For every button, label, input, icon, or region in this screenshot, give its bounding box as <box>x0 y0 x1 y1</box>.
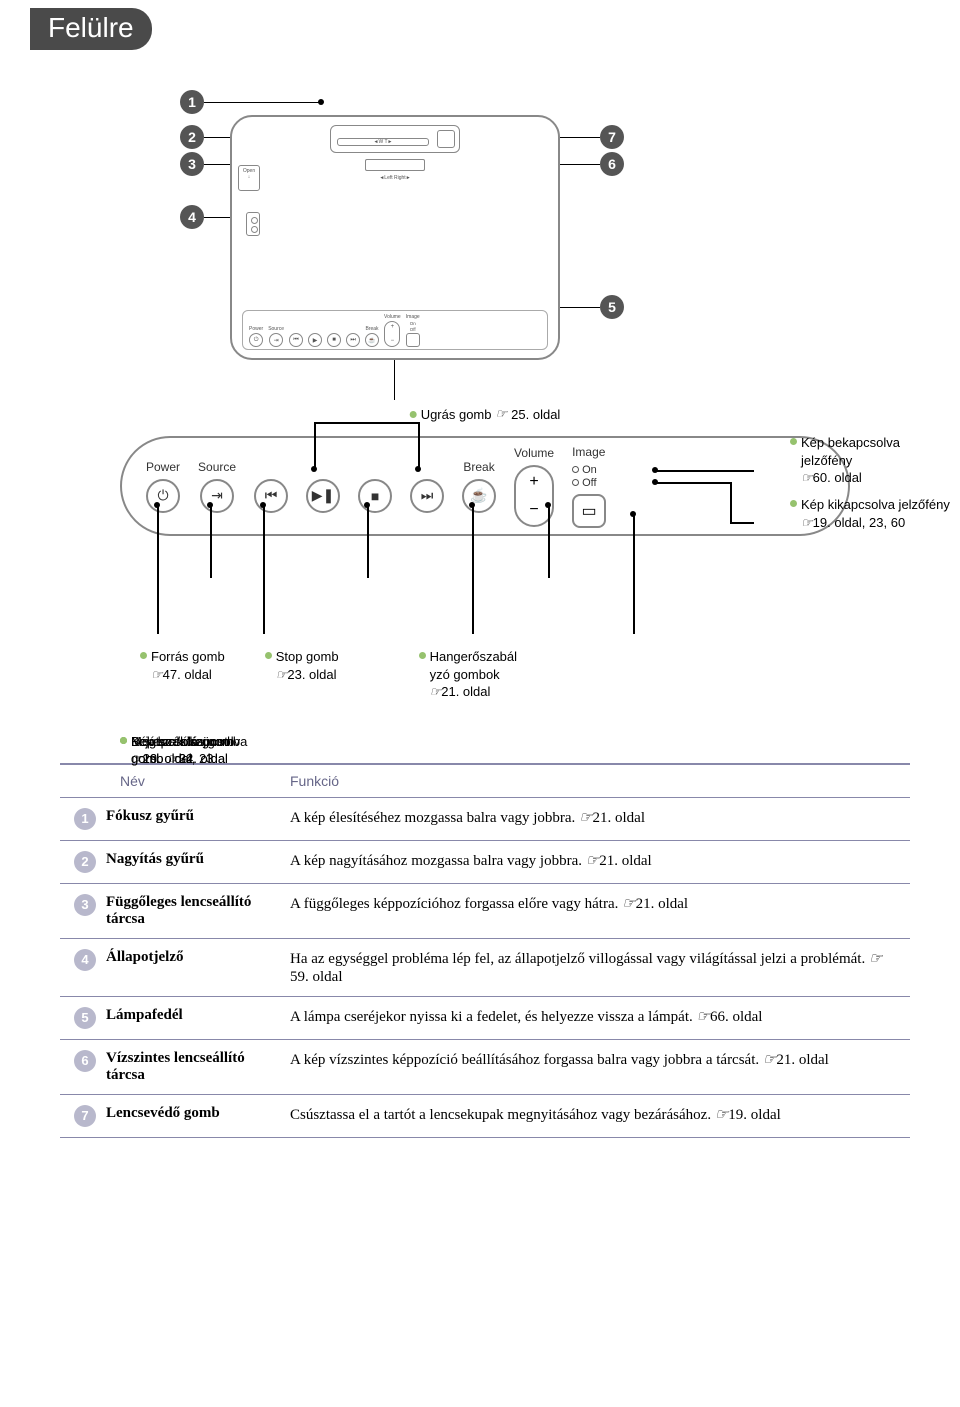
part-func: Csúsztassa el a tartót a lencsekupak meg… <box>290 1107 781 1123</box>
source-button[interactable]: ⇥ <box>200 479 234 513</box>
marker-2: 2 <box>180 125 204 149</box>
lr-label: ◄Left Right► <box>379 175 410 181</box>
marker-6: 6 <box>600 152 624 176</box>
row-num: 4 <box>74 949 96 971</box>
row-num: 3 <box>74 894 96 916</box>
table-row: 2 Nagyítás gyűrű A kép nagyításához mozgas… <box>60 840 910 883</box>
image-col: Image On Off ▭ <box>572 445 606 528</box>
callout-source: Forrás gomb☞47. oldal <box>140 648 225 701</box>
hshift-dial <box>365 159 425 171</box>
part-name: Vízszintes lencseállító tárcsa <box>106 1050 270 1084</box>
prev-button[interactable]: ⏮ <box>254 479 288 513</box>
table-row: 5 Lámpafedél A lámpa cseréjekor nyissa ki … <box>60 996 910 1039</box>
th-func: Funkció <box>280 764 910 798</box>
part-func: Ha az egységgel probléma lép fel, az áll… <box>290 951 882 985</box>
next-button[interactable]: ⏭ <box>410 479 444 513</box>
marker-4: 4 <box>180 205 204 229</box>
callout-image-on: Kép bekapcsolva jelzőfény☞60. oldal <box>790 434 950 487</box>
part-func: A kép élesítéséhez mozgassa balra vagy j… <box>290 810 645 826</box>
part-name: Lencsevédő gomb <box>106 1105 220 1122</box>
part-func: A kép vízszintes képpozíció beállításáho… <box>290 1052 829 1068</box>
source-col: Source ⇥ <box>198 460 236 513</box>
image-button[interactable]: ▭ <box>572 494 606 528</box>
table-row: 1 Fókusz gyűrű A kép élesítéséhez mozgassa… <box>60 797 910 840</box>
row-num: 1 <box>74 808 96 830</box>
play-pause-button[interactable]: ▶❚ <box>306 479 340 513</box>
table-row: 6 Vízszintes lencseállító tárcsa A kép víz… <box>60 1039 910 1094</box>
lens-cover-knob <box>437 130 455 148</box>
power-col: Power ⏻ <box>146 460 180 513</box>
mid-row: Forrás gomb☞47. oldal Stop gomb☞23. olda… <box>60 648 910 701</box>
row-num: 6 <box>74 1050 96 1072</box>
vshift-dial: Open↓ <box>238 165 260 191</box>
row-num: 7 <box>74 1105 96 1127</box>
image-on-led <box>572 466 579 473</box>
device-outline: ◄W T► ◄Left Right► Open↓ Power⏻ Source⇥ … <box>230 115 560 360</box>
callout-image-off: Kép kikapcsolva jelzőfény☞19. oldal, 23,… <box>790 496 950 531</box>
control-panel-detail: Ugrás gomb ☞25. oldal Power ⏻ Source ⇥ ⏮… <box>60 406 910 636</box>
part-name: Fókusz gyűrű <box>106 808 194 825</box>
break-button[interactable]: ☕ <box>462 479 496 513</box>
callout-image-btn: Kép be-/kikapcsolvagomb ☞32. oldal <box>120 733 247 768</box>
marker-7: 7 <box>600 125 624 149</box>
marker-5: 5 <box>600 295 624 319</box>
break-col: Break ☕ <box>462 460 496 513</box>
callout-stop: Stop gomb☞23. oldal <box>265 648 339 701</box>
parts-table: Név Funkció 1 Fókusz gyűrű A kép élesítésé… <box>60 763 910 1138</box>
table-row: 7 Lencsevédő gomb Csúsztassa el a tartót a… <box>60 1094 910 1137</box>
section-header: Felülre <box>30 8 152 50</box>
panel-arc: Power ⏻ Source ⇥ ⏮ ▶❚ ■ ⏭ <box>120 436 850 536</box>
callout-rows: Forrás gomb☞47. oldal Stop gomb☞23. olda… <box>60 648 910 733</box>
part-func: A kép nagyításához mozgassa balra vagy j… <box>290 853 652 869</box>
part-func: A lámpa cseréjekor nyissa ki a fedelet, … <box>290 1009 762 1025</box>
th-name: Név <box>60 764 280 798</box>
table-row: 3 Függőleges lencseállító tárcsa A függőle… <box>60 883 910 938</box>
marker-1: 1 <box>180 90 204 114</box>
row-num: 2 <box>74 851 96 873</box>
image-off-led <box>572 479 579 486</box>
skip-callout: Ugrás gomb ☞25. oldal <box>410 406 561 422</box>
page-content: 1 2 3 4 7 6 5 ◄W T► ◄Left Right► Op <box>0 50 960 1208</box>
table-row: 4 Állapotjelző Ha az egységgel probléma lé… <box>60 938 910 996</box>
mini-control-strip: Power⏻ Source⇥ ⏮ ▶ ■ ⏭ Break☕ Volume+− I… <box>242 310 548 350</box>
zoom-labels: ◄W T► <box>337 138 429 146</box>
row-num: 5 <box>74 1007 96 1029</box>
device-diagram: 1 2 3 4 7 6 5 ◄W T► ◄Left Right► Op <box>140 70 910 400</box>
part-name: Állapotjelző <box>106 949 183 966</box>
marker-3: 3 <box>180 152 204 176</box>
part-func: A függőleges képpozícióhoz forgassa előr… <box>290 896 688 912</box>
status-indicator <box>246 212 260 236</box>
part-name: Nagyítás gyűrű <box>106 851 204 868</box>
part-name: Függőleges lencseállító tárcsa <box>106 894 270 928</box>
callout-volume: Hangerőszabályzó gombok☞21. oldal <box>419 648 517 701</box>
power-button[interactable]: ⏻ <box>146 479 180 513</box>
zoom-focus-ring: ◄W T► <box>330 125 460 153</box>
part-name: Lámpafedél <box>106 1007 183 1024</box>
stop-button[interactable]: ■ <box>358 479 392 513</box>
